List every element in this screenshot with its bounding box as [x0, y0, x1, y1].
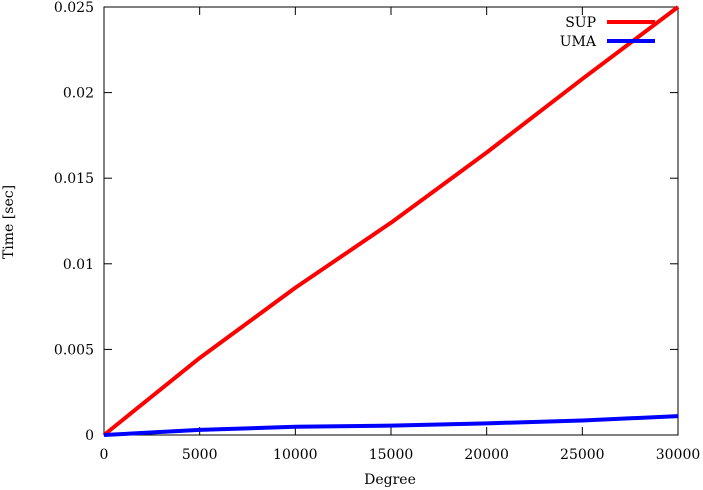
y-axis-label: Time [sec]	[1, 185, 17, 259]
x-tick-label: 10000	[273, 447, 318, 463]
x-tick-label: 20000	[464, 447, 509, 463]
x-tick-label: 30000	[656, 447, 701, 463]
y-tick-label: 0.015	[54, 171, 94, 187]
y-tick-label: 0.005	[54, 342, 94, 358]
legend-label-sup: SUP	[565, 15, 596, 31]
y-axis-ticks: 0 0.005 0.01 0.015 0.02 0.025	[54, 0, 678, 444]
y-tick-label: 0.01	[63, 257, 94, 273]
y-tick-label: 0	[85, 428, 94, 444]
x-axis-ticks: 0 5000 10000 15000 20000 25000 30000	[100, 7, 701, 463]
x-tick-label: 15000	[369, 447, 414, 463]
x-tick-label: 5000	[182, 447, 218, 463]
x-tick-label: 0	[100, 447, 109, 463]
series-line-sup	[102, 5, 680, 437]
legend-label-uma: UMA	[560, 34, 597, 50]
y-tick-label: 0.025	[54, 0, 94, 16]
x-axis-label: Degree	[364, 472, 416, 488]
x-tick-label: 25000	[560, 447, 605, 463]
series-line-uma	[103, 414, 679, 437]
legend: SUP UMA	[560, 15, 655, 50]
y-tick-label: 0.02	[63, 86, 94, 102]
series-lines	[102, 5, 680, 437]
